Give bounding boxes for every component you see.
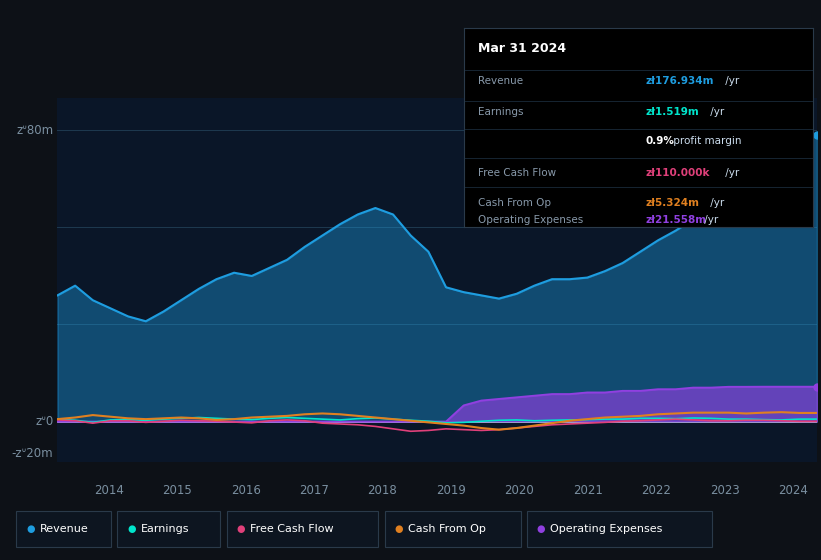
Text: Mar 31 2024: Mar 31 2024: [478, 42, 566, 55]
Text: /yr: /yr: [707, 198, 724, 208]
Text: zł110.000k: zł110.000k: [645, 168, 710, 178]
Text: /yr: /yr: [722, 76, 740, 86]
Text: Revenue: Revenue: [478, 76, 523, 86]
Text: 2022: 2022: [641, 484, 671, 497]
Text: ●: ●: [127, 524, 135, 534]
Text: Earnings: Earnings: [478, 108, 523, 118]
Text: -zᐡ20m: -zᐡ20m: [11, 447, 53, 460]
Text: Cash From Op: Cash From Op: [408, 524, 486, 534]
Text: /yr: /yr: [707, 108, 724, 118]
Text: zł21.558m: zł21.558m: [645, 215, 706, 225]
Text: 2017: 2017: [299, 484, 329, 497]
Text: /yr: /yr: [701, 215, 718, 225]
Text: 2016: 2016: [231, 484, 260, 497]
Text: ●: ●: [395, 524, 403, 534]
Text: zł176.934m: zł176.934m: [645, 76, 713, 86]
Text: Operating Expenses: Operating Expenses: [478, 215, 583, 225]
Text: profit margin: profit margin: [670, 136, 741, 146]
Text: zᐡ0: zᐡ0: [35, 415, 53, 428]
Text: ●: ●: [236, 524, 245, 534]
Text: Revenue: Revenue: [39, 524, 88, 534]
Text: zł1.519m: zł1.519m: [645, 108, 699, 118]
Text: 0.9%: 0.9%: [645, 136, 674, 146]
Text: 2023: 2023: [709, 484, 740, 497]
Text: Cash From Op: Cash From Op: [478, 198, 551, 208]
Text: 2020: 2020: [504, 484, 534, 497]
Text: 2024: 2024: [778, 484, 808, 497]
Text: Free Cash Flow: Free Cash Flow: [478, 168, 556, 178]
Text: Operating Expenses: Operating Expenses: [550, 524, 663, 534]
Text: zł5.324m: zł5.324m: [645, 198, 699, 208]
Text: ●: ●: [26, 524, 34, 534]
Text: 2014: 2014: [94, 484, 124, 497]
Text: /yr: /yr: [722, 168, 740, 178]
Text: zᐡ80m: zᐡ80m: [16, 124, 53, 137]
Text: 2018: 2018: [368, 484, 397, 497]
Text: 2021: 2021: [573, 484, 603, 497]
Text: Earnings: Earnings: [140, 524, 189, 534]
Text: 2019: 2019: [436, 484, 466, 497]
Text: Free Cash Flow: Free Cash Flow: [250, 524, 333, 534]
Text: ●: ●: [537, 524, 545, 534]
Text: 2015: 2015: [163, 484, 192, 497]
